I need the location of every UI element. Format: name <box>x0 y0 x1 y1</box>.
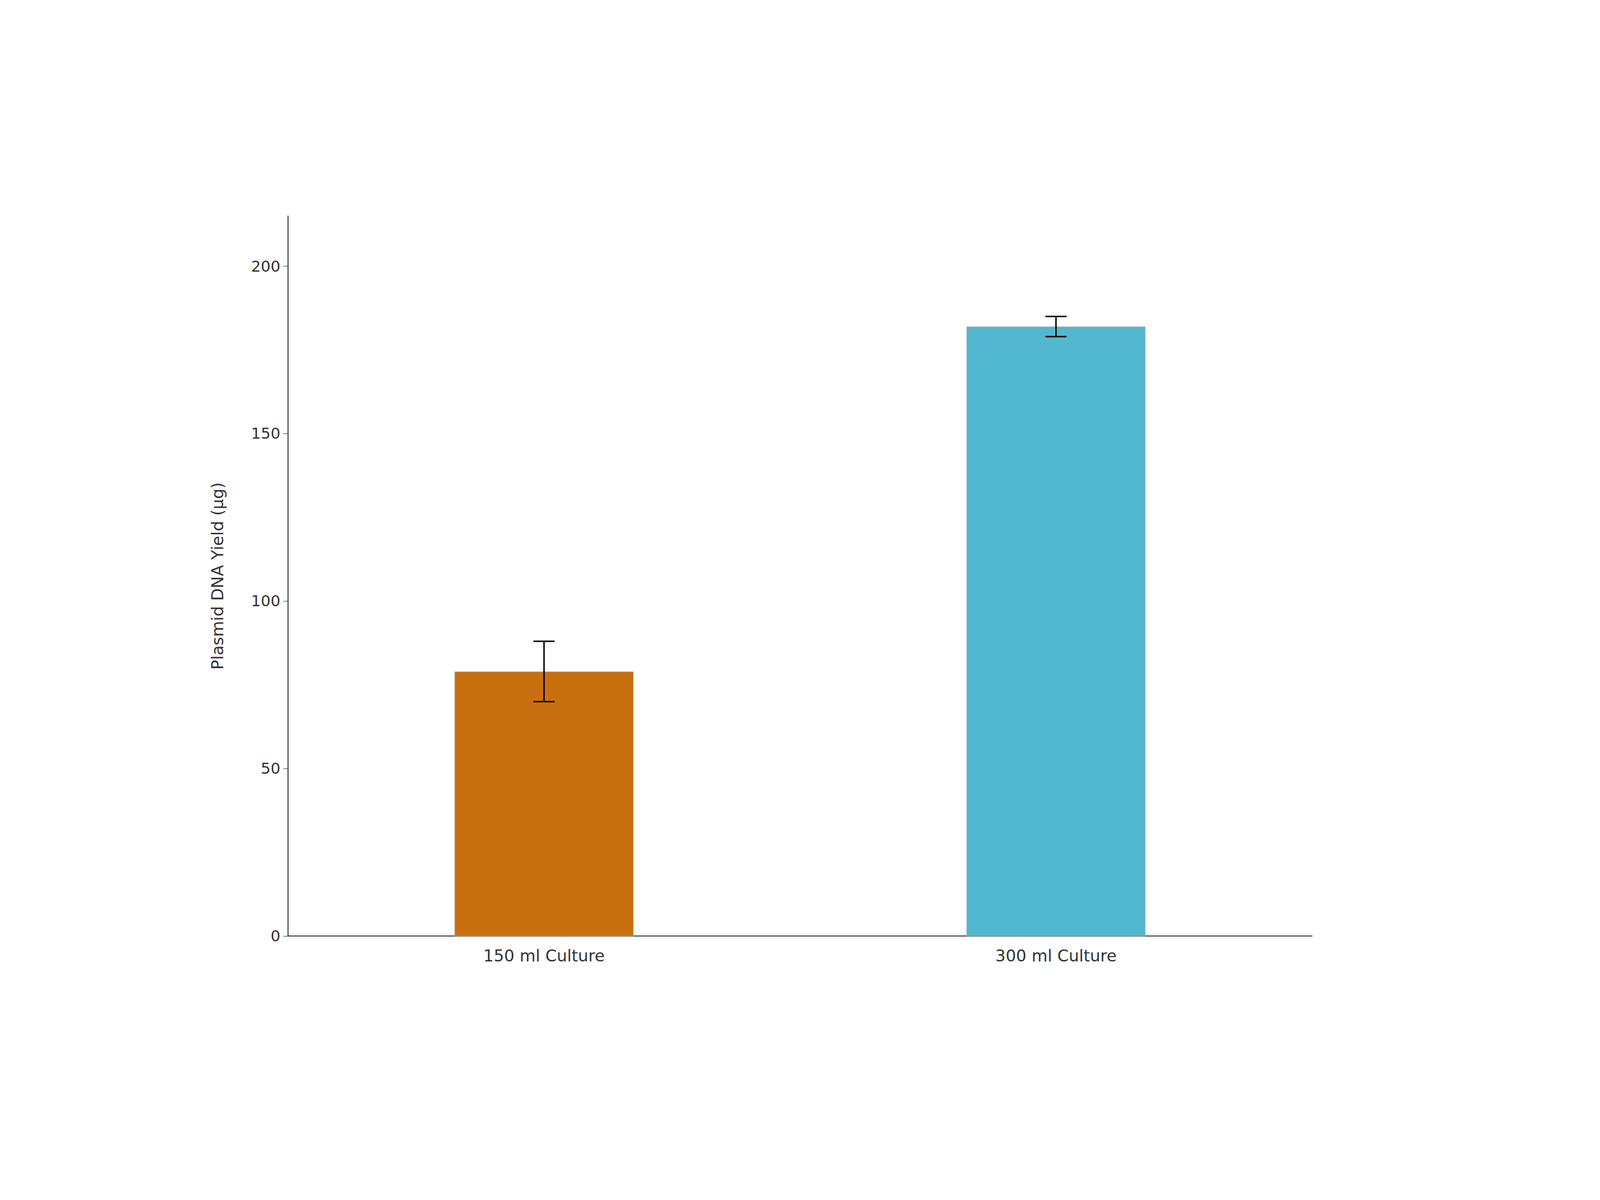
svg-text:0: 0 <box>270 926 281 946</box>
svg-text:150 ml Culture: 150 ml Culture <box>483 946 605 966</box>
svg-text:200: 200 <box>251 257 281 276</box>
svg-text:Plasmid DNA Yield (µg): Plasmid DNA Yield (µg) <box>207 482 228 671</box>
svg-text:50: 50 <box>260 759 281 778</box>
svg-text:300 ml Culture: 300 ml Culture <box>995 946 1117 966</box>
svg-text:150: 150 <box>251 424 281 443</box>
svg-text:100: 100 <box>251 591 281 611</box>
